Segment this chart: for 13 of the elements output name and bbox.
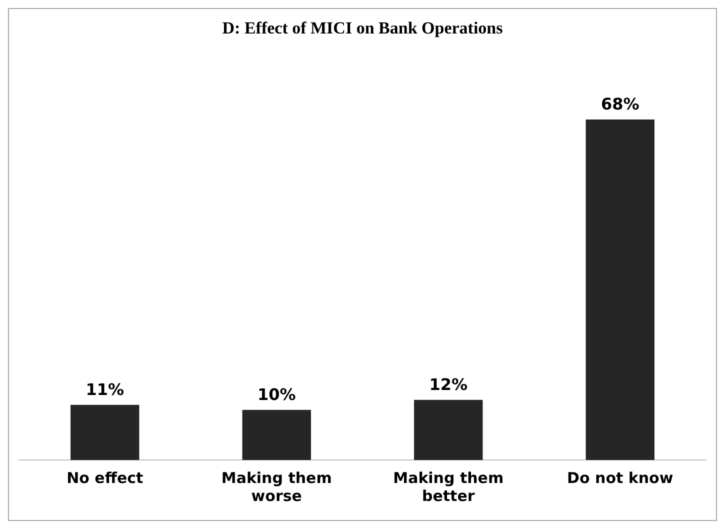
data-label: 10% [257,385,296,404]
chart-title: D: Effect of MICI on Bank Operations [222,18,504,38]
bar [242,410,311,460]
data-label: 68% [600,94,640,114]
bar [586,119,654,460]
data-label: 12% [429,375,468,394]
x-tick-label: Making them better [393,468,504,505]
bar [414,400,483,460]
bar [70,404,140,460]
x-tick-label: No effect [66,468,144,487]
data-label: 11% [86,380,124,400]
x-tick-label: Do not know [567,468,674,487]
x-tick-label: Making them worse [221,468,332,505]
